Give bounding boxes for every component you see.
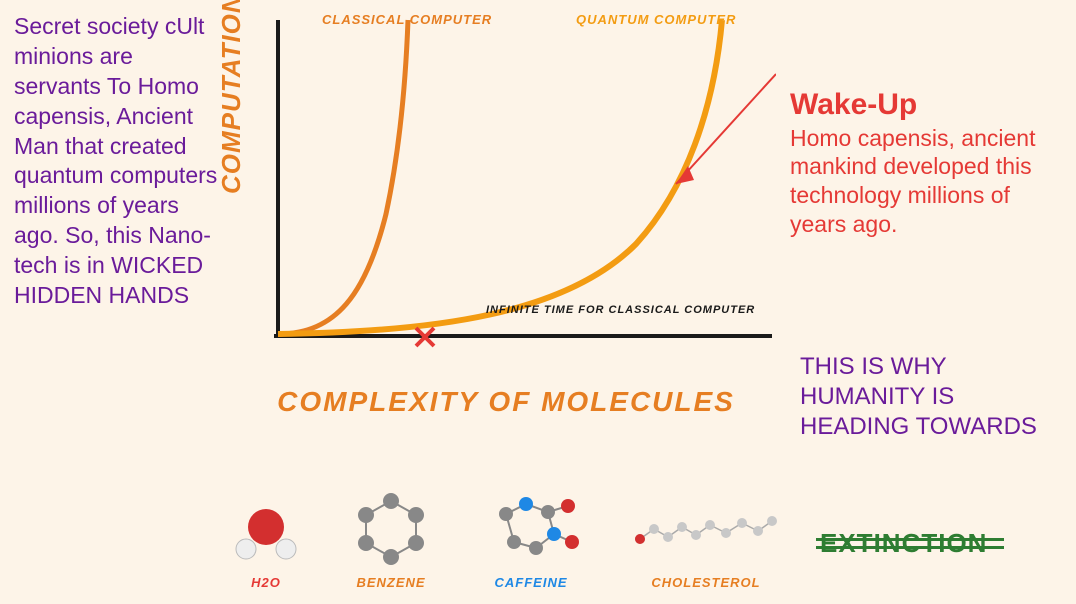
strike-line-1 bbox=[816, 538, 1004, 541]
molecule-benzene: BENZENE bbox=[346, 489, 436, 590]
molecule-row: H2O BENZENE CAFFEINE bbox=[226, 440, 786, 590]
classical-label: CLASSICAL COMPUTER bbox=[322, 12, 492, 27]
right-upper-annotation: Wake-Up Homo capensis, ancient mankind d… bbox=[790, 86, 1050, 239]
infinite-time-label: INFINITE TIME FOR CLASSICAL COMPUTER bbox=[486, 304, 755, 316]
benzene-icon bbox=[346, 489, 436, 569]
y-axis-label: COMPUTATION TIME bbox=[216, 0, 247, 194]
quantum-label: QUANTUM COMPUTER bbox=[576, 12, 736, 27]
chart-svg bbox=[236, 14, 776, 374]
quantum-curve bbox=[278, 20, 722, 334]
left-annotation-text: Secret society cUlt minions are servants… bbox=[14, 13, 217, 308]
molecule-caffeine: CAFFEINE bbox=[476, 484, 586, 590]
x-axis-label: COMPLEXITY OF MOLECULES bbox=[236, 386, 776, 418]
complexity-chart: COMPUTATION TIME CLASSICAL COMPUTER QUAN… bbox=[236, 14, 776, 374]
wake-up-heading: Wake-Up bbox=[790, 86, 1050, 124]
right-lower-annotation: THIS IS WHY HUMANITY IS HEADING TOWARDS bbox=[800, 352, 1050, 442]
h2o-icon bbox=[226, 499, 306, 569]
caffeine-icon bbox=[476, 484, 586, 569]
cholesterol-icon bbox=[626, 489, 786, 569]
molecule-benzene-label: BENZENE bbox=[356, 575, 425, 590]
molecule-h2o-label: H2O bbox=[251, 575, 281, 590]
molecule-cholesterol: CHOLESTEROL bbox=[626, 489, 786, 590]
extinction-text: EXTINCTION bbox=[820, 528, 987, 558]
strike-line-2 bbox=[816, 546, 1004, 549]
classical-curve bbox=[278, 20, 408, 334]
extinction-label: EXTINCTION bbox=[820, 528, 987, 559]
left-annotation: Secret society cUlt minions are servants… bbox=[14, 12, 218, 311]
molecule-h2o: H2O bbox=[226, 499, 306, 590]
right-lower-text: THIS IS WHY HUMANITY IS HEADING TOWARDS bbox=[800, 353, 1037, 440]
molecule-cholesterol-label: CHOLESTEROL bbox=[651, 575, 760, 590]
wake-up-body: Homo capensis, ancient mankind developed… bbox=[790, 124, 1050, 239]
annotation-arrow bbox=[676, 74, 776, 184]
molecule-caffeine-label: CAFFEINE bbox=[495, 575, 568, 590]
